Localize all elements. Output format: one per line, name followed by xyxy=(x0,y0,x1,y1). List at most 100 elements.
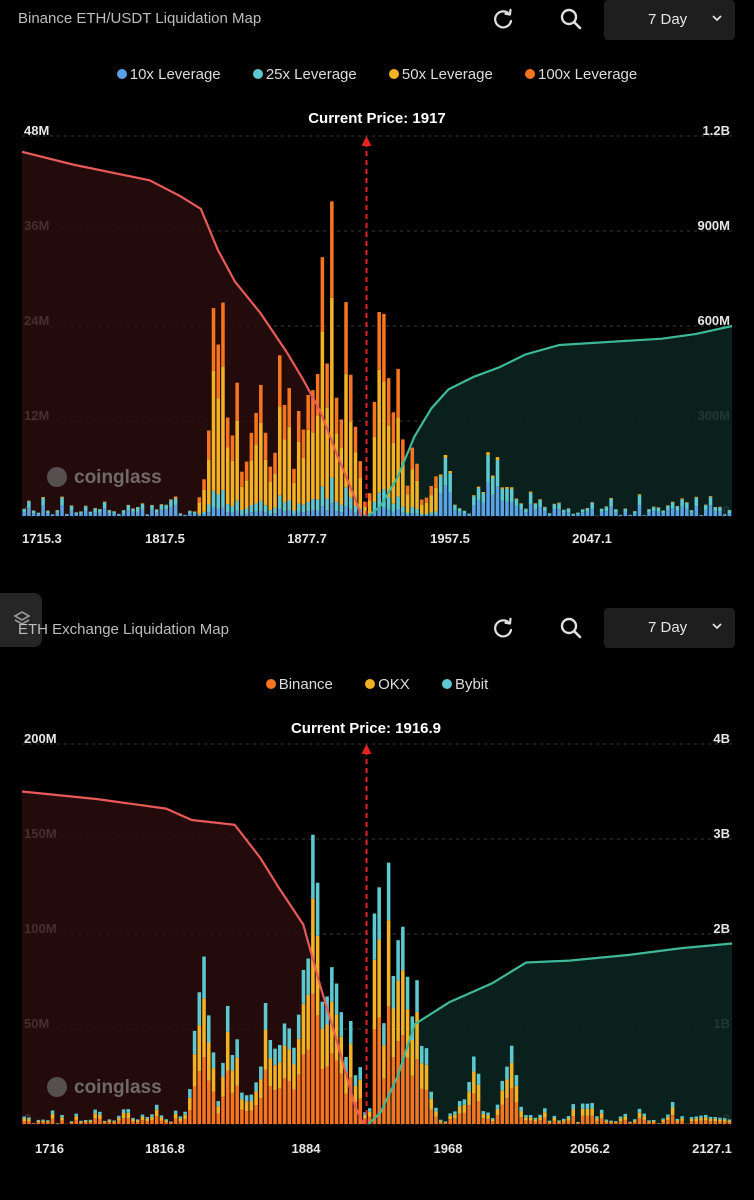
liquidation-bar[interactable] xyxy=(173,1113,178,1119)
liquidation-bar[interactable] xyxy=(41,497,45,506)
liquidation-bar[interactable] xyxy=(661,510,665,514)
liquidation-bar[interactable] xyxy=(287,500,291,511)
liquidation-bar[interactable] xyxy=(98,1111,102,1115)
liquidation-bar[interactable] xyxy=(263,459,268,506)
liquidation-bar[interactable] xyxy=(727,1119,732,1121)
liquidation-bar[interactable] xyxy=(278,355,282,408)
liquidation-bar[interactable] xyxy=(50,514,55,516)
liquidation-bar[interactable] xyxy=(207,459,211,505)
liquidation-bar[interactable] xyxy=(566,1120,571,1124)
liquidation-bar[interactable] xyxy=(509,1045,514,1063)
liquidation-bar[interactable] xyxy=(727,513,732,516)
liquidation-bar[interactable] xyxy=(254,503,258,512)
liquidation-bar[interactable] xyxy=(358,1079,362,1099)
liquidation-bar[interactable] xyxy=(666,1116,670,1121)
liquidation-bar[interactable] xyxy=(22,1121,26,1124)
liquidation-bar[interactable] xyxy=(713,1116,717,1119)
liquidation-bar[interactable] xyxy=(46,1120,50,1122)
liquidation-bar[interactable] xyxy=(145,514,149,516)
liquidation-bar[interactable] xyxy=(689,510,694,513)
liquidation-bar[interactable] xyxy=(60,497,64,506)
liquidation-bar[interactable] xyxy=(415,980,419,1012)
liquidation-bar[interactable] xyxy=(126,510,131,516)
liquidation-bar[interactable] xyxy=(197,1071,202,1124)
liquidation-bar[interactable] xyxy=(675,1121,680,1124)
liquidation-bar[interactable] xyxy=(296,1014,301,1039)
liquidation-bar[interactable] xyxy=(202,998,206,1058)
liquidation-bar[interactable] xyxy=(410,469,415,508)
liquidation-bar[interactable] xyxy=(609,1120,613,1122)
liquidation-bar[interactable] xyxy=(287,1028,291,1050)
liquidation-bar[interactable] xyxy=(467,1105,471,1124)
liquidation-bar[interactable] xyxy=(259,1066,263,1080)
liquidation-bar[interactable] xyxy=(637,495,642,506)
liquidation-bar[interactable] xyxy=(88,1119,93,1121)
liquidation-bar[interactable] xyxy=(363,515,367,516)
liquidation-bar[interactable] xyxy=(401,462,405,507)
liquidation-bar[interactable] xyxy=(472,1093,476,1124)
liquidation-bar[interactable] xyxy=(372,511,377,516)
liquidation-bar[interactable] xyxy=(618,1120,623,1124)
liquidation-bar[interactable] xyxy=(457,511,462,516)
liquidation-bar[interactable] xyxy=(547,514,552,516)
liquidation-bar[interactable] xyxy=(169,1121,173,1123)
liquidation-bar[interactable] xyxy=(74,514,78,516)
liquidation-bar[interactable] xyxy=(136,1122,140,1124)
liquidation-bar[interactable] xyxy=(604,1119,609,1121)
liquidation-bar[interactable] xyxy=(315,373,320,416)
liquidation-bar[interactable] xyxy=(722,515,727,516)
liquidation-bar[interactable] xyxy=(571,514,575,516)
liquidation-bar[interactable] xyxy=(358,1098,362,1124)
liquidation-bar[interactable] xyxy=(486,1112,490,1116)
liquidation-bar[interactable] xyxy=(244,1095,249,1102)
liquidation-bar[interactable] xyxy=(126,1109,131,1113)
liquidation-bar[interactable] xyxy=(552,1120,557,1124)
liquidation-bar[interactable] xyxy=(50,1118,55,1124)
liquidation-bar[interactable] xyxy=(424,502,429,514)
liquidation-bar[interactable] xyxy=(102,501,107,503)
liquidation-bar[interactable] xyxy=(637,505,642,516)
liquidation-bar[interactable] xyxy=(727,1122,732,1124)
liquidation-bar[interactable] xyxy=(282,439,287,503)
liquidation-bar[interactable] xyxy=(562,510,566,513)
liquidation-bar[interactable] xyxy=(514,1085,519,1102)
liquidation-bar[interactable] xyxy=(420,515,424,516)
liquidation-bar[interactable] xyxy=(386,425,391,498)
liquidation-bar[interactable] xyxy=(633,1122,637,1124)
liquidation-bar[interactable] xyxy=(599,508,604,512)
liquidation-bar[interactable] xyxy=(164,509,168,516)
liquidation-bar[interactable] xyxy=(349,509,353,516)
liquidation-bar[interactable] xyxy=(538,1120,542,1124)
liquidation-bar[interactable] xyxy=(216,494,220,509)
liquidation-bar[interactable] xyxy=(699,1115,703,1118)
liquidation-bar[interactable] xyxy=(704,1120,708,1124)
liquidation-bar[interactable] xyxy=(448,471,452,474)
liquidation-bar[interactable] xyxy=(382,381,386,490)
liquidation-bar[interactable] xyxy=(547,1120,552,1122)
liquidation-bar[interactable] xyxy=(495,1115,500,1124)
liquidation-bar[interactable] xyxy=(188,511,192,514)
liquidation-bar[interactable] xyxy=(420,1063,424,1089)
liquidation-bar[interactable] xyxy=(543,507,547,512)
liquidation-bar[interactable] xyxy=(263,432,268,460)
liquidation-bar[interactable] xyxy=(306,394,310,430)
liquidation-bar[interactable] xyxy=(401,439,405,463)
liquidation-bar[interactable] xyxy=(192,1030,197,1055)
liquidation-bar[interactable] xyxy=(169,1122,173,1124)
liquidation-bar[interactable] xyxy=(36,514,41,516)
liquidation-bar[interactable] xyxy=(69,505,74,507)
liquidation-bar[interactable] xyxy=(173,1118,178,1124)
liquidation-bar[interactable] xyxy=(476,500,481,516)
liquidation-bar[interactable] xyxy=(438,474,443,477)
liquidation-bar[interactable] xyxy=(500,1080,504,1091)
liquidation-bar[interactable] xyxy=(580,509,585,513)
liquidation-bar[interactable] xyxy=(46,1121,50,1123)
liquidation-bar[interactable] xyxy=(98,1119,102,1124)
liquidation-bar[interactable] xyxy=(694,1118,699,1121)
liquidation-bar[interactable] xyxy=(112,1122,116,1124)
liquidation-bar[interactable] xyxy=(694,1120,699,1124)
liquidation-bar[interactable] xyxy=(202,479,206,490)
liquidation-bar[interactable] xyxy=(434,487,438,512)
liquidation-bar[interactable] xyxy=(557,509,561,516)
legend-item-50x[interactable]: 50x Leverage xyxy=(388,66,493,83)
